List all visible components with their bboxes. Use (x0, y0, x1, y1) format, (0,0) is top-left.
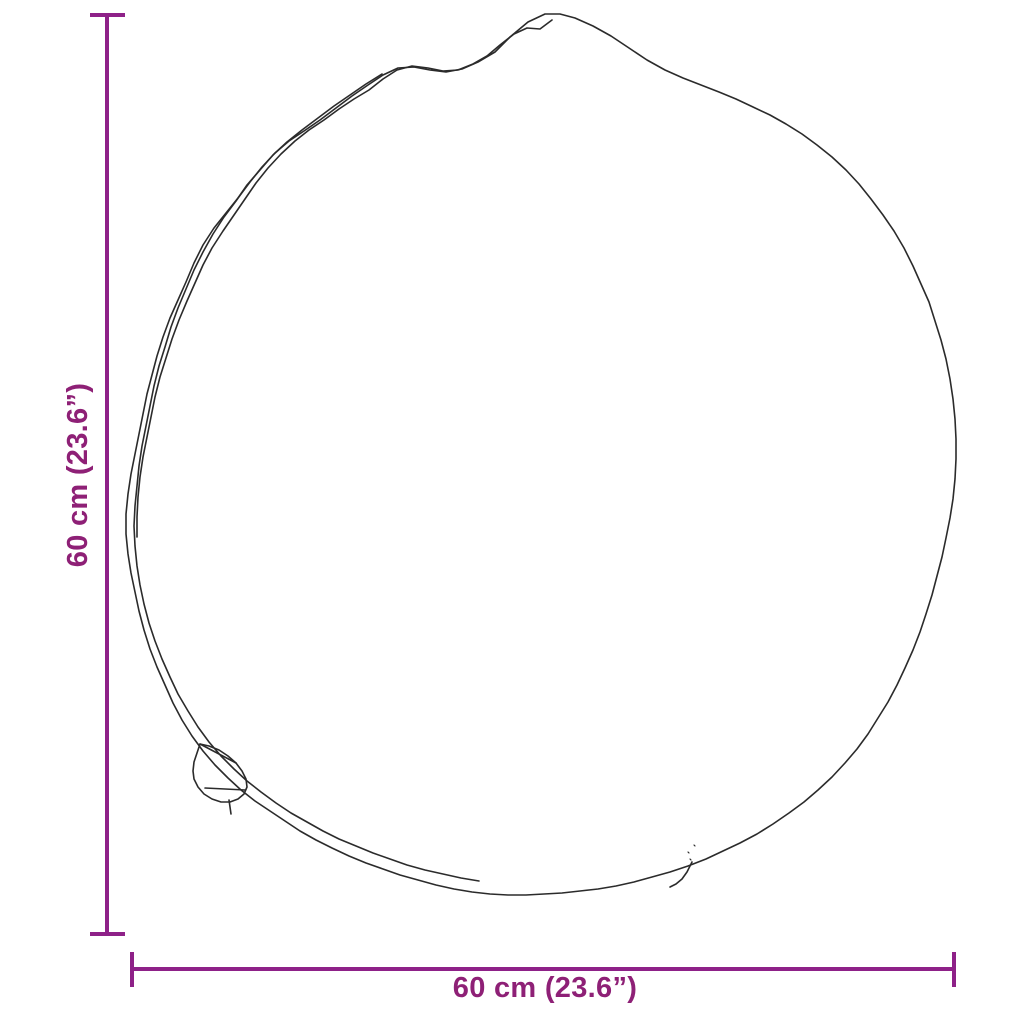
mirror-notch-line-bottom (204, 787, 246, 791)
mirror-highlight-detail (669, 861, 693, 888)
mirror-speck-1 (687, 851, 690, 854)
height-dimension-label: 60 cm (23.6”) (62, 382, 94, 568)
mirror-notch-stem (228, 799, 232, 815)
mirror-notch-detail (192, 743, 248, 803)
mirror-inner-rim (133, 73, 480, 882)
mirror-speck-2 (693, 844, 696, 847)
mirror-edge-wave-topleft (136, 19, 553, 538)
mirror-outer-edge (125, 13, 957, 896)
mirror-speck-3 (689, 858, 692, 861)
width-dimension-label: 60 cm (23.6”) (452, 972, 638, 1004)
mirror-notch-line-top (199, 743, 237, 764)
